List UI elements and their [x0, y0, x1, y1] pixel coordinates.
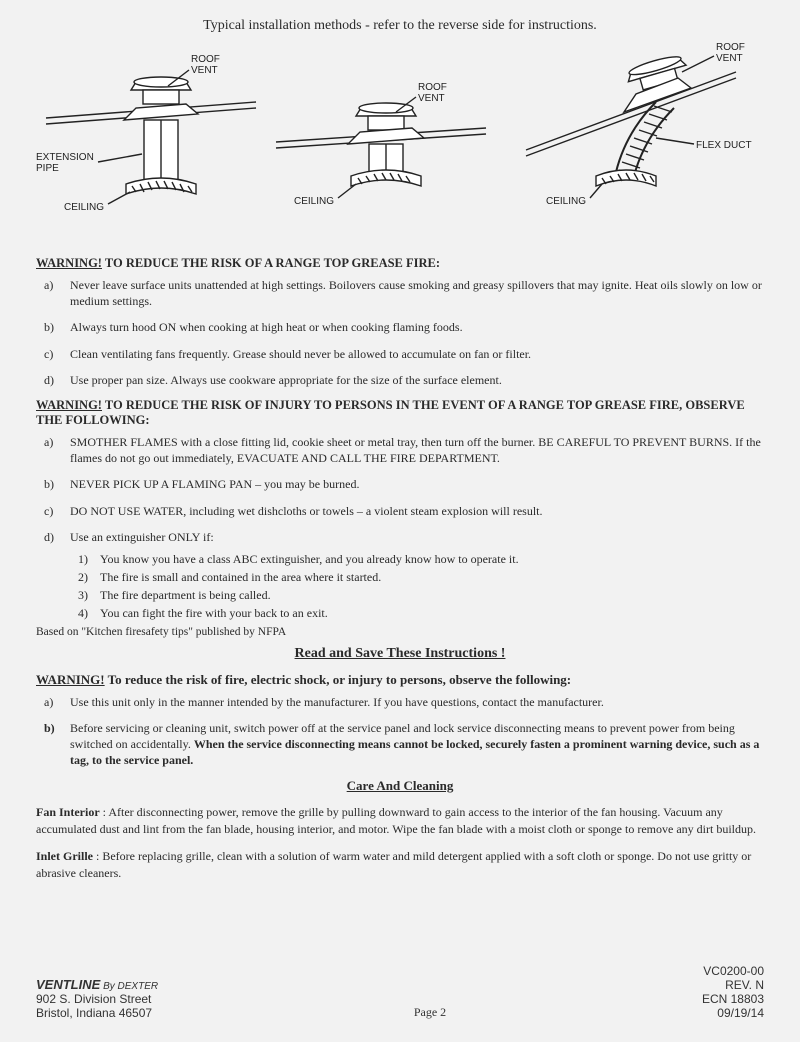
based-on-credit: Based on "Kitchen firesafety tips" publi…: [36, 626, 764, 638]
warning-1-list: a)Never leave surface units unattended a…: [44, 277, 764, 388]
svg-text:CEILING: CEILING: [64, 202, 104, 213]
list-item: 1)You know you have a class ABC extingui…: [78, 551, 764, 567]
list-item: b)Always turn hood ON when cooking at hi…: [44, 319, 764, 335]
list-item: d)Use proper pan size. Always use cookwa…: [44, 372, 764, 388]
address-line-1: 902 S. Division Street: [36, 992, 158, 1006]
warning-3-label: WARNING!: [36, 672, 105, 687]
list-item: a)SMOTHER FLAMES with a close fitting li…: [44, 434, 764, 466]
brand-name: VENTLINE: [36, 977, 100, 992]
list-item: c)Clean ventilating fans frequently. Gre…: [44, 346, 764, 362]
installation-diagrams: ROOF VENT EXTENSION PIPE CEILING: [36, 42, 764, 242]
list-item: b)NEVER PICK UP A FLAMING PAN – you may …: [44, 476, 764, 492]
extinguisher-conditions: 1)You know you have a class ABC extingui…: [78, 551, 764, 622]
top-caption: Typical installation methods - refer to …: [36, 18, 764, 34]
list-item: a)Never leave surface units unattended a…: [44, 277, 764, 309]
svg-text:ROOF: ROOF: [418, 82, 447, 93]
warning-1-label: WARNING!: [36, 256, 102, 270]
list-item: 4)You can fight the fire with your back …: [78, 605, 764, 621]
list-item: 2)The fire is small and contained in the…: [78, 569, 764, 585]
svg-text:CEILING: CEILING: [546, 196, 586, 207]
doc-number: VC0200-00: [702, 964, 764, 978]
list-item: c)DO NOT USE WATER, including wet dishcl…: [44, 503, 764, 519]
list-item: a)Use this unit only in the manner inten…: [44, 694, 764, 710]
warning-3-list: a)Use this unit only in the manner inten…: [44, 694, 764, 769]
footer-right: VC0200-00 REV. N ECN 18803 09/19/14: [702, 964, 764, 1020]
care-cleaning-heading: Care And Cleaning: [36, 778, 764, 794]
date: 09/19/14: [702, 1006, 764, 1020]
read-save-heading: Read and Save These Instructions !: [36, 646, 764, 662]
warning-1-text: TO REDUCE THE RISK OF A RANGE TOP GREASE…: [102, 256, 440, 270]
warning-1: WARNING! TO REDUCE THE RISK OF A RANGE T…: [36, 256, 764, 271]
page-number: Page 2: [414, 1005, 446, 1020]
list-item: 3)The fire department is being called.: [78, 587, 764, 603]
svg-text:ROOF: ROOF: [191, 54, 220, 65]
warning-2-label: WARNING!: [36, 398, 102, 412]
list-item: b)Before servicing or cleaning unit, swi…: [44, 720, 764, 769]
warning-2-text: TO REDUCE THE RISK OF INJURY TO PERSONS …: [36, 398, 745, 427]
footer-left: VENTLINE By DEXTER 902 S. Division Stree…: [36, 977, 158, 1020]
warning-2-list: a)SMOTHER FLAMES with a close fitting li…: [44, 434, 764, 545]
revision: REV. N: [702, 978, 764, 992]
warning-2: WARNING! TO REDUCE THE RISK OF INJURY TO…: [36, 398, 764, 428]
svg-text:FLEX DUCT: FLEX DUCT: [696, 140, 752, 151]
svg-text:PIPE: PIPE: [36, 163, 59, 174]
list-item: d)Use an extinguisher ONLY if:: [44, 529, 764, 545]
warning-3: WARNING! To reduce the risk of fire, ele…: [36, 672, 764, 688]
brand-by: By DEXTER: [100, 981, 158, 992]
inlet-grille-para: Inlet Grille : Before replacing grille, …: [36, 848, 764, 882]
svg-text:VENT: VENT: [716, 53, 743, 64]
svg-text:VENT: VENT: [191, 65, 218, 76]
svg-text:VENT: VENT: [418, 93, 445, 104]
page-footer: VENTLINE By DEXTER 902 S. Division Stree…: [36, 964, 764, 1020]
address-line-2: Bristol, Indiana 46507: [36, 1006, 158, 1020]
fan-interior-para: Fan Interior : After disconnecting power…: [36, 804, 764, 838]
warning-3-text: To reduce the risk of fire, electric sho…: [105, 672, 572, 687]
svg-text:EXTENSION: EXTENSION: [36, 152, 94, 163]
svg-text:ROOF: ROOF: [716, 42, 745, 53]
ecn-number: ECN 18803: [702, 992, 764, 1006]
svg-text:CEILING: CEILING: [294, 196, 334, 207]
